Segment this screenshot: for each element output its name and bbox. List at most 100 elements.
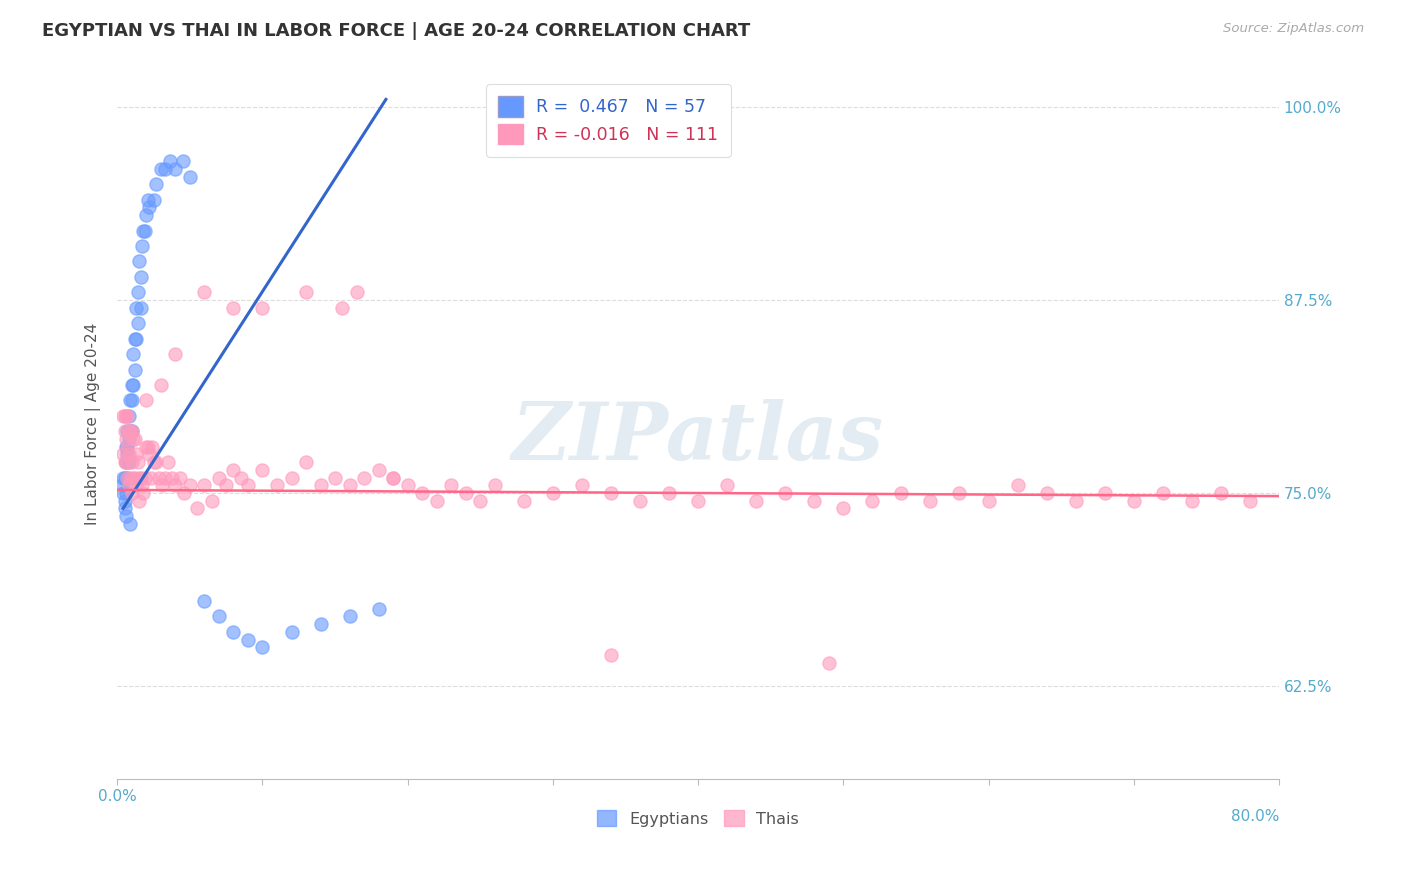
Point [118,447,141,461]
Point [122,347,145,361]
Point [124,432,146,446]
Point [128,254,150,268]
Point [131,239,153,253]
Point [295,455,318,469]
Point [688,493,710,508]
Point [145,455,167,469]
Point [138,447,160,461]
Point [295,285,318,300]
Point [124,362,146,376]
Point [172,154,194,169]
Point [120,393,142,408]
Point [513,493,536,508]
Point [136,193,159,207]
Point [128,470,150,484]
Point [148,470,170,484]
Point [117,470,139,484]
Point [134,470,156,484]
Point [127,455,149,469]
Point [309,478,332,492]
Point [117,440,139,454]
Point [208,470,231,484]
Point [117,440,139,454]
Point [141,440,163,454]
Point [353,470,375,484]
Point [131,478,153,492]
Point [193,285,215,300]
Point [977,493,1000,508]
Point [128,493,150,508]
Point [136,440,159,454]
Point [222,463,245,477]
Point [135,393,157,408]
Point [1239,493,1261,508]
Point [134,224,156,238]
Point [193,478,215,492]
Point [201,493,224,508]
Point [1007,478,1029,492]
Point [628,493,651,508]
Point [426,493,449,508]
Point [120,424,142,438]
Legend: Egyptians, Thais: Egyptians, Thais [589,802,807,835]
Point [125,478,148,492]
Point [112,409,135,423]
Point [309,617,332,632]
Point [165,478,187,492]
Point [948,486,970,500]
Point [122,432,145,446]
Point [121,378,143,392]
Point [135,208,157,222]
Point [541,486,564,500]
Point [157,455,180,469]
Point [121,424,143,438]
Point [396,478,419,492]
Point [115,455,138,469]
Point [571,478,593,492]
Point [117,409,139,423]
Point [773,486,796,500]
Point [115,440,138,454]
Point [118,432,141,446]
Point [132,486,155,500]
Point [215,478,238,492]
Text: Source: ZipAtlas.com: Source: ZipAtlas.com [1223,22,1364,36]
Point [323,470,346,484]
Point [120,424,142,438]
Point [173,486,195,500]
Point [120,470,142,484]
Point [153,470,176,484]
Point [162,470,184,484]
Point [121,393,143,408]
Point [832,501,855,516]
Point [117,470,139,484]
Point [127,316,149,330]
Point [600,648,623,662]
Point [1094,486,1116,500]
Point [139,470,162,484]
Point [127,285,149,300]
Point [1209,486,1232,500]
Point [1181,493,1204,508]
Point [142,193,165,207]
Point [117,424,139,438]
Point [135,440,157,454]
Point [208,609,231,624]
Point [745,493,768,508]
Point [118,478,141,492]
Point [122,378,145,392]
Point [121,455,143,469]
Point [114,455,136,469]
Point [125,332,148,346]
Point [367,463,389,477]
Point [1122,493,1144,508]
Point [114,493,136,508]
Point [115,509,138,524]
Point [440,478,463,492]
Point [129,269,152,284]
Point [367,601,389,615]
Point [222,301,245,315]
Point [115,486,138,500]
Point [114,409,136,423]
Point [716,478,738,492]
